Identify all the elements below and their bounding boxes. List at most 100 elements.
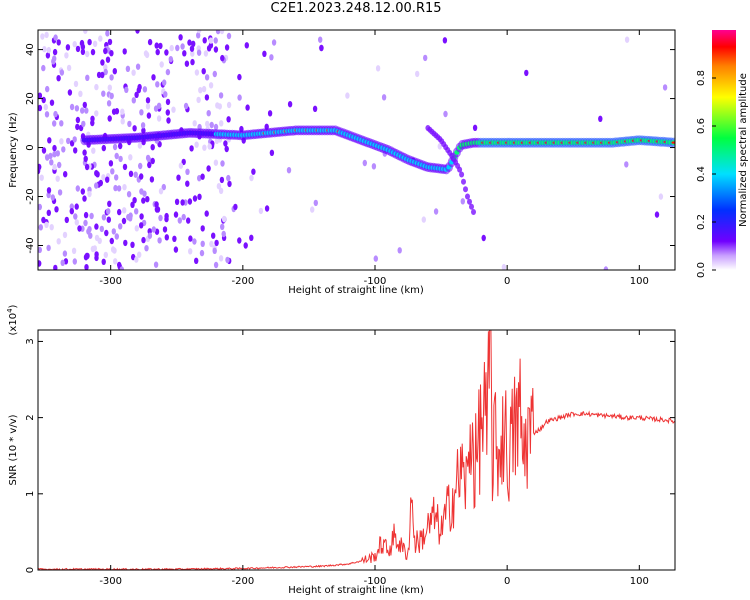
spectral-speckle — [192, 195, 198, 202]
spectral-speckle — [227, 180, 232, 188]
snr-scale-exponent: 4 — [6, 308, 14, 313]
spectral-speckle — [209, 121, 214, 129]
spectral-speckle — [165, 109, 170, 116]
spectral-speckle — [206, 45, 212, 52]
page-title: C2E1.2023.248.12.00.R15 — [270, 1, 442, 16]
snr-ytick-label: 0 — [25, 567, 36, 573]
spectral-speckle — [101, 90, 106, 97]
spectral-speckle — [244, 42, 249, 49]
spectral-speckle — [91, 147, 96, 154]
spectral-speckle — [221, 230, 226, 238]
spectral-speckle — [100, 71, 105, 79]
spectral-speckle — [287, 101, 293, 108]
spectral-speckle — [269, 54, 274, 61]
spectral-speckle — [104, 229, 109, 237]
spectral-speckle — [66, 137, 71, 145]
spectral-speckle — [194, 141, 199, 148]
spectral-speckle — [134, 91, 139, 99]
spectral-speckle — [83, 219, 88, 227]
spectral-speckle — [41, 216, 46, 224]
spectral-speckle — [196, 32, 201, 39]
spectral-speckle — [125, 65, 131, 73]
spectral-speckle — [472, 124, 478, 131]
spectral-speckle — [185, 180, 190, 187]
snr-xtick-label: -300 — [99, 576, 122, 587]
spectral-speckle — [54, 206, 59, 213]
spectral-speckle — [139, 109, 144, 116]
spectral-speckle — [200, 240, 205, 247]
spectral-speckle — [215, 30, 221, 35]
spectral-speckle — [83, 155, 88, 162]
spectral-speckle — [131, 97, 136, 104]
spectral-speckle — [139, 222, 144, 229]
spectral-speckle — [421, 216, 426, 223]
spectral-speckle — [105, 176, 110, 183]
spectral-speckle — [135, 30, 140, 34]
spectral-speckle — [415, 70, 420, 78]
spectral-speckle — [123, 239, 128, 247]
spectral-speckle — [164, 234, 169, 241]
spectral-speckle — [138, 162, 143, 170]
spectral-speckle — [397, 247, 402, 254]
spectral-speckle — [122, 48, 127, 55]
spectral-speckle — [243, 242, 248, 249]
spectral-speckle — [237, 73, 242, 81]
spectral-speckle — [251, 168, 256, 175]
spectral-speckle — [137, 142, 143, 149]
spectral-speckle — [109, 50, 114, 57]
spectral-speckle — [201, 68, 206, 75]
spectral-speckle — [190, 50, 195, 57]
spectral-speckle — [114, 233, 120, 240]
spectral-speckle — [109, 74, 114, 81]
spectral-speckle — [208, 82, 214, 89]
spectral-speckle — [182, 50, 187, 57]
spectral-speckle — [142, 86, 148, 93]
spectral-speckle — [43, 103, 48, 111]
spectral-speckle — [40, 33, 45, 40]
spectral-speckle — [83, 211, 89, 219]
heatmap-xtick-label: -200 — [231, 276, 254, 287]
spectral-speckle — [180, 43, 185, 50]
spectral-speckle — [174, 198, 180, 205]
spectral-speckle — [433, 208, 439, 215]
spectral-speckle — [99, 225, 105, 233]
spectral-speckle — [226, 101, 232, 109]
spectral-speckle — [362, 159, 367, 167]
spectral-speckle — [191, 40, 196, 47]
heatmap-xtick-label: -100 — [364, 276, 387, 287]
spectral-speckle — [213, 46, 219, 53]
spectral-speckle — [128, 212, 133, 219]
spectral-speckle — [215, 102, 220, 109]
spectral-speckle — [111, 228, 117, 235]
spectral-speckle — [130, 241, 135, 248]
spectral-speckle — [154, 201, 159, 208]
spectral-speckle — [38, 224, 43, 231]
spectral-speckle — [166, 117, 171, 124]
spectral-speckle — [110, 168, 115, 175]
spectral-speckle — [145, 97, 151, 104]
spectral-speckle — [38, 167, 41, 175]
spectral-speckle — [224, 44, 230, 51]
spectral-speckle — [47, 137, 52, 144]
spectral-speckle — [80, 43, 86, 51]
spectral-speckle — [157, 237, 162, 244]
spectral-speckle — [443, 110, 448, 118]
branch-point — [461, 178, 466, 185]
spectral-speckle — [208, 37, 213, 44]
heatmap-ytick-label: -40 — [25, 237, 36, 253]
spectral-speckle — [46, 187, 52, 194]
spectral-speckle — [62, 250, 68, 257]
spectral-speckle — [245, 104, 250, 111]
spectral-speckle — [181, 158, 186, 166]
spectral-speckle — [114, 152, 119, 160]
spectral-speckle — [103, 68, 108, 76]
spectral-speckle — [137, 83, 142, 91]
spectral-speckle — [49, 159, 54, 166]
spectral-speckle — [218, 255, 224, 262]
spectral-speckle — [216, 183, 222, 190]
spectral-speckle — [94, 110, 99, 117]
spectral-speckle — [118, 155, 123, 163]
spectral-speckle — [271, 39, 277, 46]
spectral-speckle — [92, 40, 98, 47]
snr-xtick-label: 0 — [504, 576, 510, 587]
